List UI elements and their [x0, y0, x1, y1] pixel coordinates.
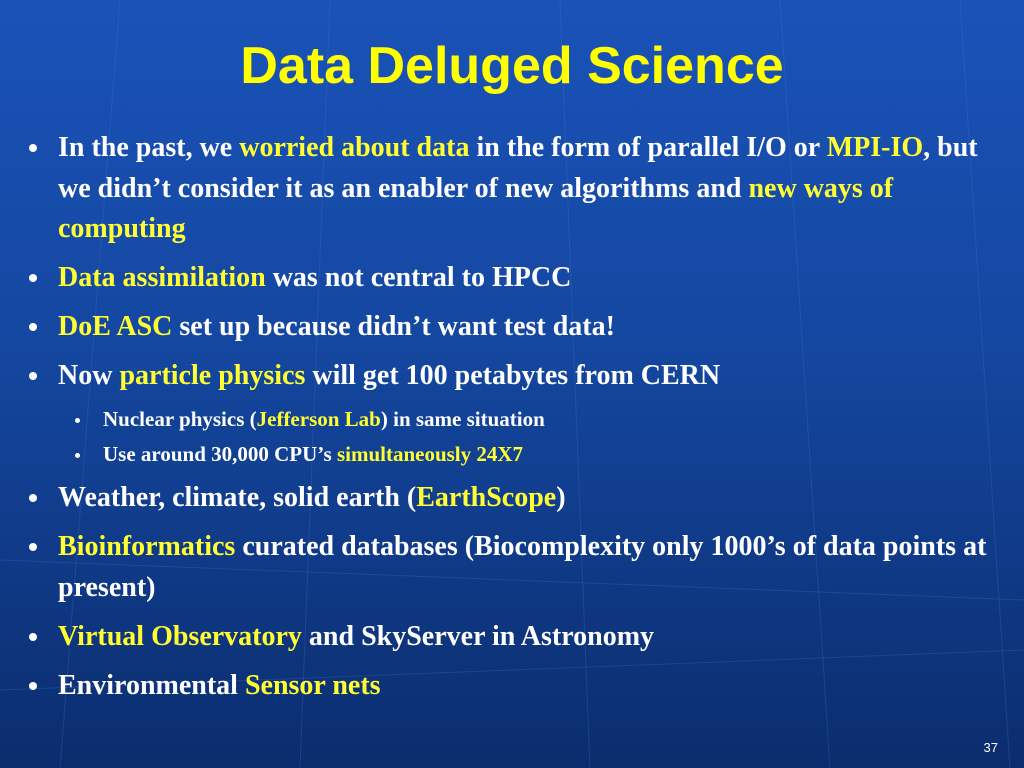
bullet-item: Data assimilation was not central to HPC…: [0, 258, 1000, 299]
body-text: set up because didn’t want test data!: [172, 311, 615, 342]
highlight-text: Virtual Observatory: [58, 620, 302, 652]
bullet-list: In the past, we worried about data in th…: [0, 128, 1000, 715]
highlight-text: new ways of computing: [58, 172, 894, 245]
highlight-text: simultaneously 24X7: [336, 442, 524, 466]
bullet-item: In the past, we worried about data in th…: [0, 128, 1000, 250]
bullet-dot: [29, 494, 37, 502]
page-number: 37: [983, 740, 998, 755]
highlight-text: EarthScope: [416, 482, 557, 513]
highlight-text: worried about data: [239, 132, 470, 163]
body-text: curated databases (Biocomplexity only 10…: [58, 531, 987, 603]
bullet-dot: [29, 372, 37, 380]
highlight-text: MPI-IO: [826, 132, 924, 163]
bullet-dot: [29, 681, 37, 690]
body-text: Now: [58, 360, 120, 391]
bullet-item: Virtual Observatory and SkyServer in Ast…: [0, 617, 1000, 658]
body-text: Weather, climate, solid earth (: [58, 482, 417, 513]
bullet-dot: [75, 453, 80, 458]
bullet-item: Environmental Sensor nets: [0, 666, 1000, 707]
bullet-dot: [29, 144, 37, 152]
highlight-text: Sensor nets: [244, 669, 381, 701]
highlight-text: Jefferson Lab: [256, 407, 381, 431]
bullet-item: Weather, climate, solid earth (EarthScop…: [0, 478, 1000, 519]
slide-title: Data Deluged Science: [240, 37, 784, 95]
bullet-dot: [29, 543, 37, 551]
body-text: Environmental: [58, 669, 245, 701]
bullet-item: Bioinformatics curated databases (Biocom…: [0, 527, 1000, 608]
body-text: in the form of parallel I/O or: [469, 132, 827, 163]
bullet-dot: [29, 632, 37, 641]
body-text: and SkyServer in Astronomy: [301, 620, 655, 652]
body-text: Nuclear physics (: [103, 407, 257, 431]
body-text: In the past, we: [58, 132, 240, 163]
highlight-text: Data assimilation: [58, 262, 266, 293]
body-text: , but we didn’t consider it as an enable…: [58, 132, 978, 204]
highlight-text: DoE ASC: [58, 311, 173, 342]
highlight-text: Bioinformatics: [58, 531, 236, 562]
body-text: will get 100 petabytes from CERN: [305, 360, 721, 391]
bullet-dot: [29, 323, 37, 331]
highlight-text: particle physics: [119, 360, 306, 391]
bullet-item: Now particle physics will get 100 petaby…: [0, 356, 1000, 397]
body-text: Use around 30,000 CPU’s: [103, 442, 337, 466]
bullet-item: Nuclear physics (Jefferson Lab) in same …: [0, 399, 1000, 440]
body-text: ) in same situation: [380, 407, 545, 431]
bullet-item: Use around 30,000 CPU’s simultaneously 2…: [0, 434, 1000, 475]
bullet-dot: [29, 274, 37, 282]
bullet-dot: [75, 418, 80, 423]
bullet-item: DoE ASC set up because didn’t want test …: [0, 307, 1000, 348]
body-text: ): [556, 482, 566, 513]
body-text: was not central to HPCC: [265, 262, 572, 293]
